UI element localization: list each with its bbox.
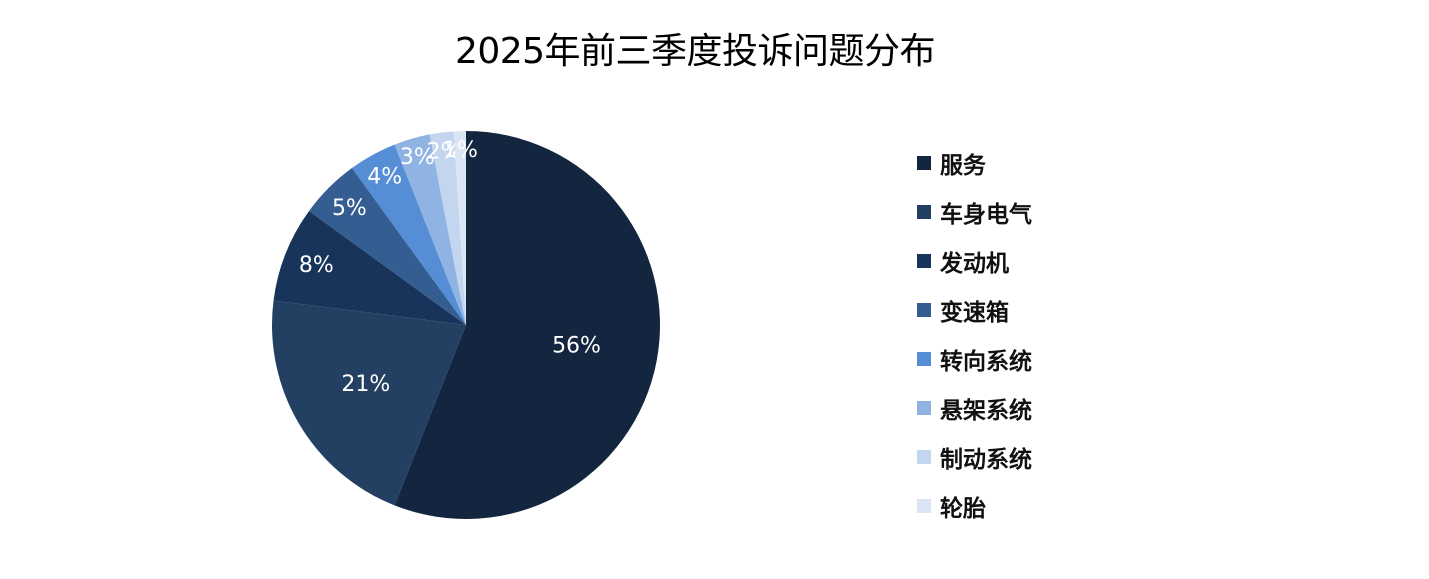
legend-item: 制动系统 (917, 432, 1032, 481)
slice-data-label: 3% (400, 145, 435, 170)
pie-slice-4 (309, 168, 466, 325)
pie-slice-3 (273, 210, 466, 325)
legend-swatch (917, 253, 931, 268)
pie-slice-6 (394, 134, 466, 325)
legend-item: 发动机 (917, 236, 1032, 285)
legend-label: 制动系统 (940, 446, 1032, 473)
legend-label: 变速箱 (940, 299, 1009, 326)
legend-item: 悬架系统 (917, 383, 1032, 432)
legend-label: 转向系统 (940, 348, 1032, 375)
legend-item: 车身电气 (917, 187, 1032, 236)
legend-swatch (917, 498, 931, 513)
pie-chart: 56%21%8%5%4%3%2%1% (272, 131, 660, 519)
slice-data-label: 1% (443, 138, 478, 163)
legend-label: 服务 (940, 152, 986, 179)
legend-label: 车身电气 (940, 201, 1032, 228)
legend-label: 悬架系统 (940, 397, 1032, 424)
legend-swatch (917, 351, 931, 366)
legend-swatch (917, 400, 931, 415)
pie-slice-8 (453, 131, 466, 325)
legend-item: 轮胎 (917, 481, 1032, 530)
legend-swatch (917, 155, 931, 170)
legend-item: 转向系统 (917, 334, 1032, 383)
legend-swatch (917, 449, 931, 464)
legend-swatch (917, 204, 931, 219)
pie-slice-5 (351, 144, 466, 325)
legend-swatch (917, 302, 931, 317)
pie-slice-2 (272, 300, 466, 506)
pie-slice-1 (394, 131, 660, 519)
legend-item: 服务 (917, 138, 1032, 187)
slice-data-label: 56% (552, 334, 601, 359)
slice-data-label: 4% (367, 165, 402, 190)
legend-label: 轮胎 (940, 495, 986, 522)
slice-data-label: 5% (332, 196, 367, 221)
legend: 服务车身电气发动机变速箱转向系统悬架系统制动系统轮胎 (917, 138, 1032, 530)
legend-label: 发动机 (940, 250, 1009, 277)
chart-title: 2025年前三季度投诉问题分布 (454, 31, 936, 72)
legend-item: 变速箱 (917, 285, 1032, 334)
pie-slice-7 (429, 131, 466, 325)
slice-data-label: 21% (341, 372, 390, 397)
slice-data-label: 8% (299, 253, 334, 278)
